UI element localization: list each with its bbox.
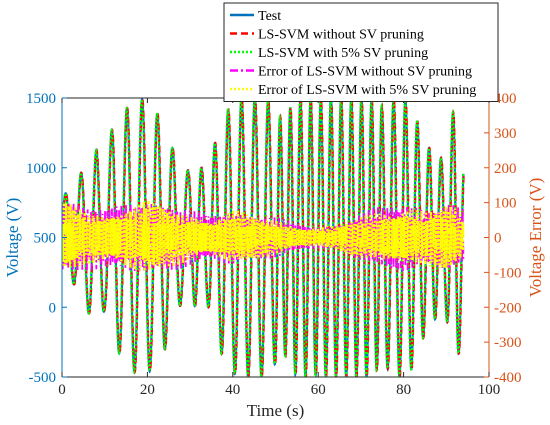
series-error-pruning-line <box>62 200 465 271</box>
y-right-tick-label: -200 <box>494 300 522 316</box>
legend-label: Error of LS-SVM without SV pruning <box>258 65 472 80</box>
y-left-tick-label: -500 <box>29 370 57 386</box>
x-tick-label: 20 <box>140 382 155 398</box>
legend: Test LS-SVM without SV pruning LS-SVM with… <box>223 2 499 102</box>
x-axis-label: Time (s) <box>247 401 304 420</box>
y-left-tick-label: 1000 <box>26 161 56 177</box>
legend-box <box>223 2 499 102</box>
y-left-tick-label: 0 <box>49 300 57 316</box>
y-right-tick-label: -100 <box>494 265 522 281</box>
plot-area <box>62 98 465 377</box>
x-tick-label: 80 <box>396 382 411 398</box>
y-left-tick-label: 500 <box>34 231 57 247</box>
x-tick-label: 60 <box>311 382 326 398</box>
y-right-tick-label: -400 <box>494 370 522 386</box>
legend-label: Error of LS-SVM with 5% SV pruning <box>258 83 476 98</box>
y-right-tick-label: 200 <box>494 161 517 177</box>
legend-label: LS-SVM with 5% SV pruning <box>258 46 428 61</box>
x-tick-label: 100 <box>478 382 501 398</box>
y-right-tick-label: 100 <box>494 196 517 212</box>
y-left-tick-label: 1500 <box>26 91 56 107</box>
y-left-axis-label: Voltage (V) <box>3 198 22 277</box>
y-right-axis-label: Voltage Error (V) <box>526 178 545 298</box>
y-right-tick-label: 300 <box>494 126 517 142</box>
y-right-tick-label: 0 <box>494 231 502 247</box>
legend-label: LS-SVM without SV pruning <box>258 28 424 43</box>
y-right-tick-label: 400 <box>494 91 517 107</box>
x-tick-label: 0 <box>58 382 66 398</box>
x-tick-label: 40 <box>225 382 240 398</box>
legend-label: Test <box>258 9 281 24</box>
axes: 0 20 40 60 80 100-500050010001500-400-300-200… <box>3 91 545 420</box>
y-right-tick-label: -300 <box>494 335 522 351</box>
